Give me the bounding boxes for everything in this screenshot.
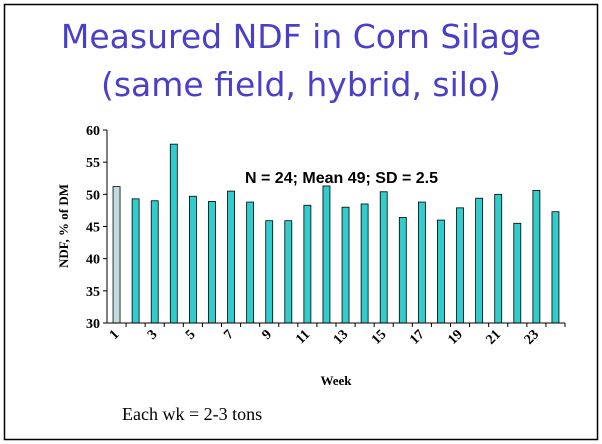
bar (456, 207, 464, 324)
chart-title: Measured NDF in Corn Silage (61, 17, 541, 56)
bar (532, 190, 541, 324)
bar (303, 204, 312, 324)
y-tick-label: 55 (86, 156, 100, 171)
annotation: N = 24; Mean 49; SD = 2.5 (245, 170, 438, 187)
chart-subtitle: (same field, hybrid, silo) (101, 65, 501, 104)
bar (398, 217, 407, 324)
bar (417, 201, 426, 324)
bar (227, 190, 235, 324)
bar (513, 222, 522, 324)
bar (131, 198, 140, 324)
bar (112, 186, 121, 324)
y-tick-label: 40 (86, 253, 100, 268)
bar (475, 197, 484, 324)
bar (265, 220, 274, 324)
y-tick-label: 60 (86, 124, 100, 139)
bar (246, 201, 255, 324)
y-tick-label: 45 (86, 221, 100, 236)
bar (437, 219, 445, 324)
x-axis-label: Week (320, 373, 352, 388)
footnote: Each wk = 2-3 tons (122, 404, 262, 424)
y-tick-label: 30 (86, 317, 100, 332)
bar (284, 220, 293, 324)
y-axis-label: NDF, % of DM (56, 184, 71, 268)
bar (150, 200, 159, 324)
bar (188, 195, 197, 324)
bar (169, 143, 178, 324)
y-tick-label: 50 (86, 188, 100, 203)
bar (341, 206, 350, 324)
y-tick-label: 35 (86, 285, 100, 300)
bar (208, 201, 216, 324)
bar (360, 203, 369, 324)
bar (379, 191, 388, 324)
bar (551, 211, 560, 324)
bar (322, 185, 331, 324)
bar (494, 193, 503, 324)
